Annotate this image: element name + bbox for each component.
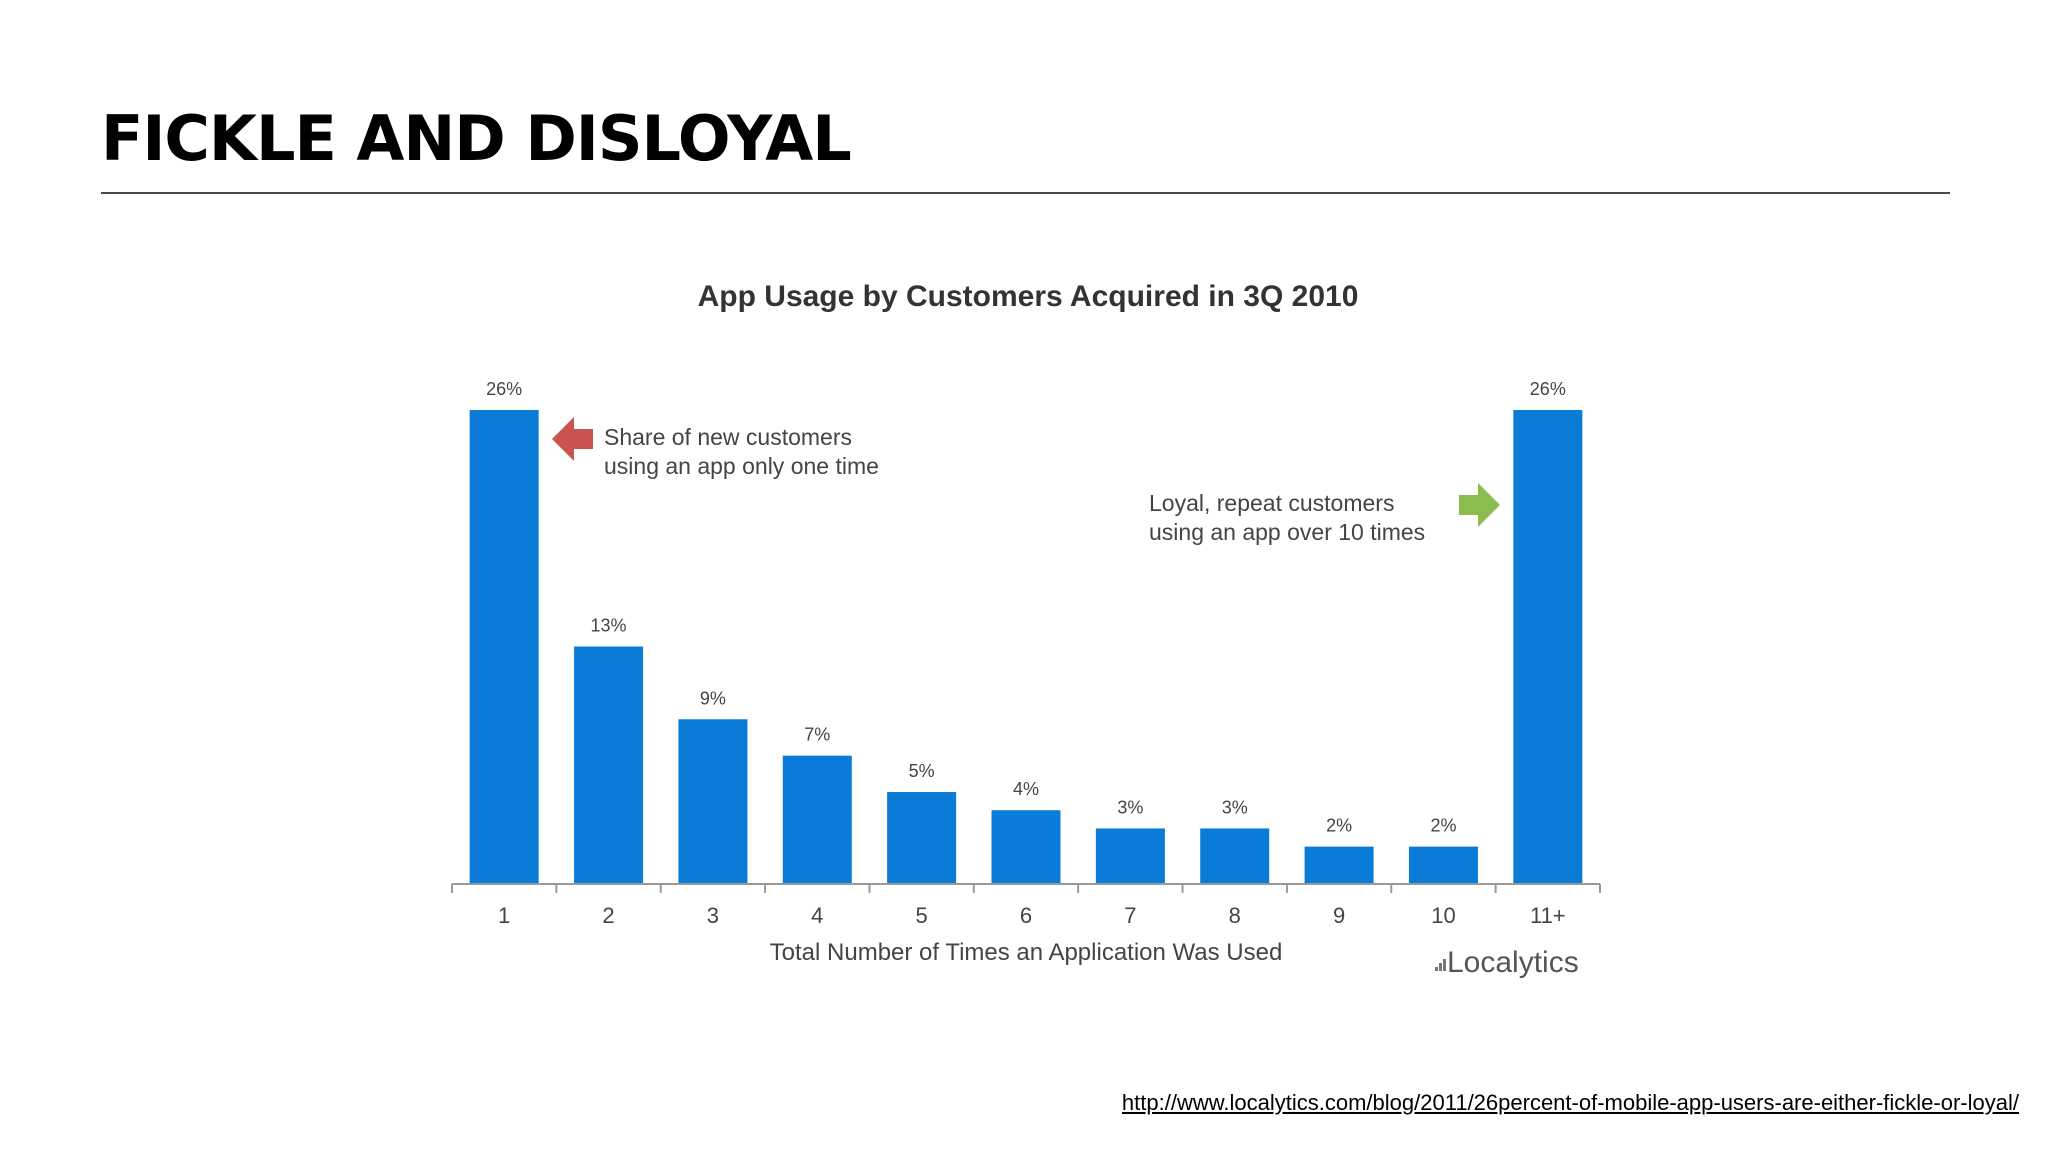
data-label-8: 3% (1222, 797, 1248, 817)
bar-5 (887, 792, 957, 883)
branding-logo: Localytics (1447, 946, 1579, 979)
right-arrow-icon (1459, 483, 1500, 527)
slide-title: FICKLE AND DISLOYAL (101, 102, 852, 175)
logo-bar-icon (1439, 963, 1442, 971)
bar-6 (991, 810, 1061, 883)
left-arrow-icon (552, 417, 593, 461)
bar-10 (1408, 846, 1478, 883)
annotation-one-time-line: using an app only one time (604, 453, 879, 479)
data-label-11+: 26% (1530, 379, 1566, 399)
chart-title: App Usage by Customers Acquired in 3Q 20… (698, 280, 1359, 313)
annotation-loyal-line: using an app over 10 times (1149, 519, 1425, 545)
data-label-10: 2% (1430, 816, 1456, 836)
data-label-6: 4% (1013, 779, 1039, 799)
tick-label-3: 3 (707, 903, 719, 928)
tick-label-10: 10 (1431, 903, 1455, 928)
annotation-one-time-line: Share of new customers (604, 424, 852, 450)
bar-2 (574, 646, 644, 883)
bar-8 (1200, 828, 1270, 883)
tick-label-11+: 11+ (1530, 903, 1566, 928)
data-label-2: 13% (591, 616, 627, 636)
tick-label-5: 5 (916, 903, 928, 928)
bar-9 (1304, 846, 1374, 883)
tick-label-1: 1 (498, 903, 510, 928)
tick-label-4: 4 (811, 903, 823, 928)
data-label-7: 3% (1117, 797, 1143, 817)
bar-7 (1095, 828, 1165, 883)
x-axis-title: Total Number of Times an Application Was… (770, 939, 1283, 966)
data-label-9: 2% (1326, 816, 1352, 836)
tick-label-2: 2 (602, 903, 614, 928)
tick-label-7: 7 (1124, 903, 1136, 928)
annotation-loyal-line: Loyal, repeat customers (1149, 490, 1394, 516)
tick-label-9: 9 (1333, 903, 1345, 928)
bar-1 (469, 410, 539, 883)
source-link[interactable]: http://www.localytics.com/blog/2011/26pe… (1121, 1090, 2019, 1115)
bar-11+ (1513, 410, 1583, 883)
bar-4 (782, 755, 852, 883)
data-label-3: 9% (700, 688, 726, 708)
tick-label-8: 8 (1229, 903, 1241, 928)
logo-bar-icon (1443, 959, 1446, 971)
data-label-4: 7% (804, 725, 830, 745)
data-label-5: 5% (909, 761, 935, 781)
bar-3 (678, 719, 748, 883)
logo-bar-icon (1435, 967, 1438, 971)
title-divider (101, 192, 1950, 194)
data-label-1: 26% (486, 379, 522, 399)
tick-label-6: 6 (1020, 903, 1032, 928)
